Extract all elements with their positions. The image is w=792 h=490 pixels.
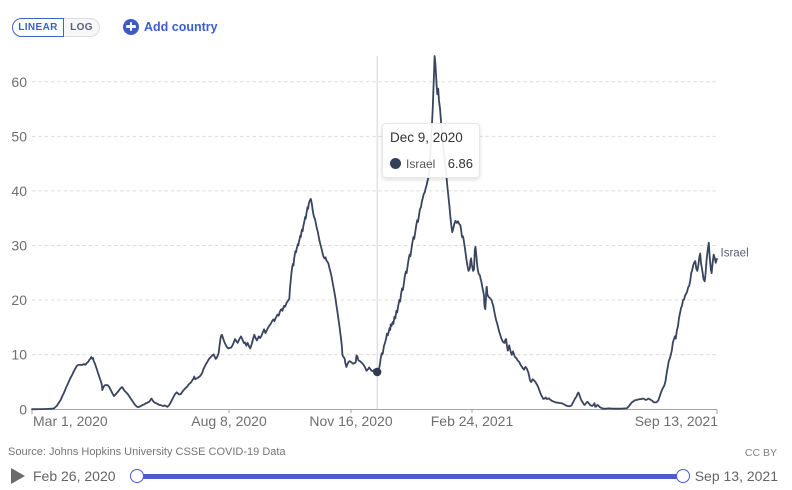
svg-text:60: 60 <box>11 74 27 90</box>
svg-text:Sep 13, 2021: Sep 13, 2021 <box>635 413 719 429</box>
svg-text:Nov 16, 2020: Nov 16, 2020 <box>309 413 392 429</box>
svg-text:Feb 24, 2021: Feb 24, 2021 <box>431 413 514 429</box>
svg-text:40: 40 <box>11 183 27 199</box>
svg-text:Mar 1, 2020: Mar 1, 2020 <box>33 413 108 429</box>
svg-text:30: 30 <box>11 238 27 254</box>
svg-text:10: 10 <box>11 347 27 363</box>
svg-text:Israel: Israel <box>721 248 749 260</box>
svg-text:20: 20 <box>11 292 27 308</box>
svg-text:Aug 8, 2020: Aug 8, 2020 <box>191 413 267 429</box>
svg-text:0: 0 <box>19 402 27 418</box>
svg-text:50: 50 <box>11 128 27 144</box>
